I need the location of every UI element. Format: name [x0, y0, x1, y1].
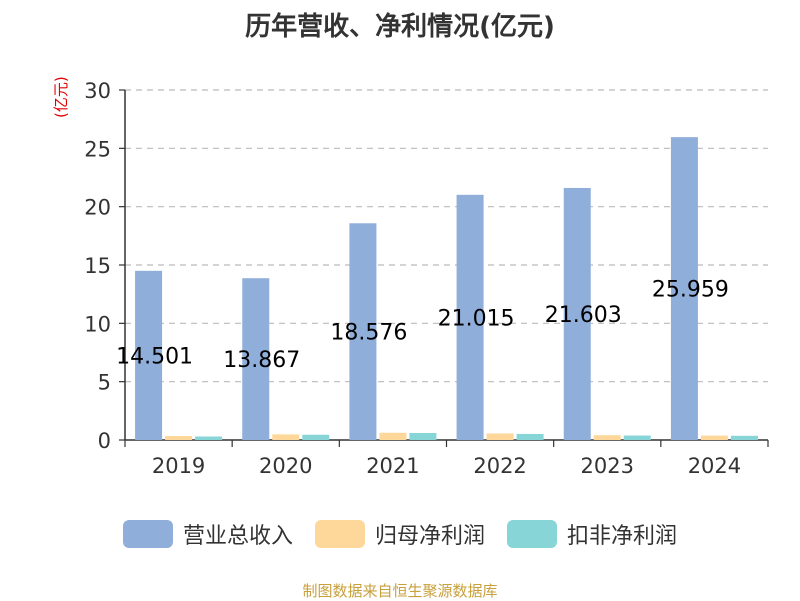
chart-title: 历年营收、净利情况(亿元) — [245, 12, 555, 42]
y-tick-label: 15 — [84, 254, 111, 278]
bar-revenue — [563, 187, 591, 440]
bar-parent-net-profit — [272, 434, 300, 440]
bar-deducted-net-profit — [516, 433, 544, 440]
y-tick-label: 0 — [98, 429, 111, 453]
y-tick-label: 5 — [98, 371, 111, 395]
bar-parent-net-profit — [700, 435, 728, 440]
bar-deducted-net-profit — [409, 433, 437, 440]
x-tick-label: 2019 — [152, 454, 205, 478]
bar-revenue — [670, 137, 698, 440]
data-label: 18.576 — [330, 321, 407, 346]
bar-parent-net-profit — [379, 432, 407, 440]
legend-swatch-deducted-net-profit — [507, 520, 557, 548]
y-tick-label: 10 — [84, 312, 111, 336]
data-label: 21.015 — [438, 306, 515, 331]
x-tick-label: 2021 — [366, 454, 419, 478]
legend-swatch-parent-net-profit — [314, 520, 365, 548]
bar-deducted-net-profit — [730, 435, 758, 440]
legend-label-parent-net-profit: 归母净利润 — [374, 524, 485, 549]
data-label: 21.603 — [545, 303, 622, 328]
legend-item-deducted-net-profit[interactable]: 扣非净利润 — [507, 518, 677, 550]
data-label: 13.867 — [223, 348, 300, 373]
bar-deducted-net-profit — [623, 435, 651, 440]
bar-deducted-net-profit — [302, 434, 330, 440]
legend-swatch-revenue — [122, 520, 173, 548]
data-source-note: 制图数据来自恒生聚源数据库 — [302, 582, 498, 600]
y-tick-label: 20 — [84, 196, 111, 220]
bar-revenue — [135, 270, 163, 440]
bar-revenue — [456, 194, 484, 440]
bar-parent-net-profit — [486, 433, 514, 440]
legend: 营业总收入 归母净利润 扣非净利润 — [0, 518, 800, 550]
bar-revenue — [349, 223, 377, 440]
x-tick-label: 2024 — [688, 454, 741, 478]
data-label: 14.501 — [116, 344, 193, 369]
legend-item-revenue[interactable]: 营业总收入 — [122, 518, 293, 550]
data-label: 25.959 — [652, 278, 729, 303]
y-tick-label: 30 — [84, 79, 111, 103]
y-tick-label: 25 — [84, 137, 111, 161]
x-tick-label: 2022 — [473, 454, 526, 478]
bar-deducted-net-profit — [195, 436, 223, 440]
legend-item-parent-net-profit[interactable]: 归母净利润 — [314, 518, 485, 550]
x-tick-label: 2023 — [581, 454, 634, 478]
legend-label-revenue: 营业总收入 — [182, 524, 293, 549]
bar-parent-net-profit — [165, 436, 193, 440]
bar-parent-net-profit — [593, 435, 621, 440]
bar-revenue — [242, 278, 270, 440]
legend-label-deducted-net-profit: 扣非净利润 — [567, 524, 678, 549]
x-tick-label: 2020 — [259, 454, 312, 478]
